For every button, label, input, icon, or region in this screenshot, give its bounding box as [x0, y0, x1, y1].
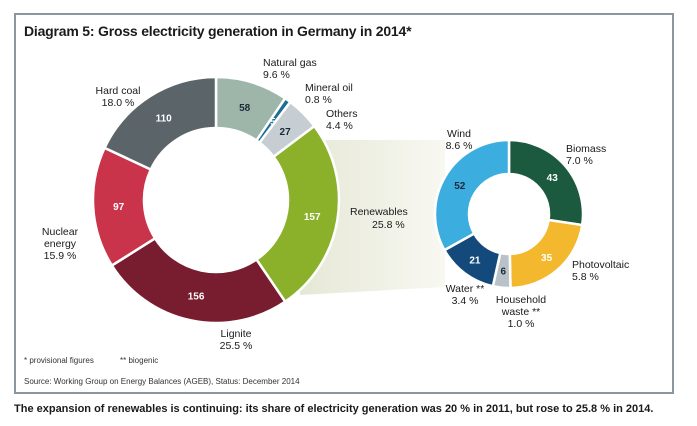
label-water: Water **: [446, 283, 485, 295]
label-nuclear: Nuclear: [42, 226, 79, 238]
value-hard-coal: 110: [156, 114, 173, 125]
slice-renewables: [254, 124, 341, 304]
label-others: Others: [326, 108, 358, 120]
label-natural-gas: Natural gas: [263, 57, 317, 69]
value-biomass: 43: [547, 173, 559, 184]
label-renewables: Renewables: [350, 206, 408, 218]
pct-natural-gas: 9.6 %: [263, 69, 290, 81]
pct-mineral-oil: 0.8 %: [305, 94, 332, 106]
value-nuclear-energy: 97: [113, 202, 125, 213]
label-mineral-oil: Mineral oil: [305, 82, 353, 94]
value-lignite: 156: [188, 291, 205, 302]
value-wind: 52: [454, 181, 466, 192]
label-lignite: Lignite: [221, 328, 252, 340]
value-natural-gas: 58: [239, 103, 251, 114]
footnote-biogenic: ** biogenic: [120, 356, 159, 365]
value-water: 21: [469, 256, 481, 267]
caption: The expansion of renewables is continuin…: [14, 403, 654, 415]
footnote-provisional: * provisional figures: [24, 356, 94, 365]
label-photovoltaic: Photovoltaic: [572, 259, 629, 271]
label-hard-coal: Hard coal: [96, 85, 141, 97]
pct-others: 4.4 %: [326, 120, 353, 132]
chart-title: Diagram 5: Gross electricity generation …: [24, 23, 412, 39]
slice-wind: [433, 138, 511, 252]
pct-water: 3.4 %: [452, 295, 479, 307]
pct-photovoltaic: 5.8 %: [572, 271, 599, 283]
value-photovoltaic: 35: [541, 253, 553, 264]
slice-hard-coal: [102, 75, 218, 172]
pct-biomass: 7.0 %: [566, 155, 593, 167]
pct-hard-coal: 18.0 %: [102, 97, 135, 109]
value-household-waste: 6: [501, 267, 507, 278]
svg-text:Water **3.4 %: Water ** 3.4 %: [446, 283, 485, 307]
chart-frame: [14, 13, 674, 394]
value-renewables: 157: [304, 212, 321, 223]
slice-lignite: [110, 236, 287, 325]
label-biomass: Biomass: [566, 143, 606, 155]
value-mineral-oil: 5: [270, 117, 276, 128]
source-note: Source: Working Group on Energy Balances…: [24, 377, 300, 386]
value-others: 27: [280, 127, 292, 138]
label-wind: Wind: [447, 128, 471, 140]
pct-renewables: 25.8 %: [372, 219, 405, 231]
label-household-waste: Household: [496, 294, 546, 306]
pct-wind: 8.6 %: [446, 140, 473, 152]
pct-nuclear: 15.9 %: [44, 250, 77, 262]
pct-household-waste: 1.0 %: [508, 318, 535, 330]
pct-lignite: 25.5 %: [220, 340, 253, 352]
